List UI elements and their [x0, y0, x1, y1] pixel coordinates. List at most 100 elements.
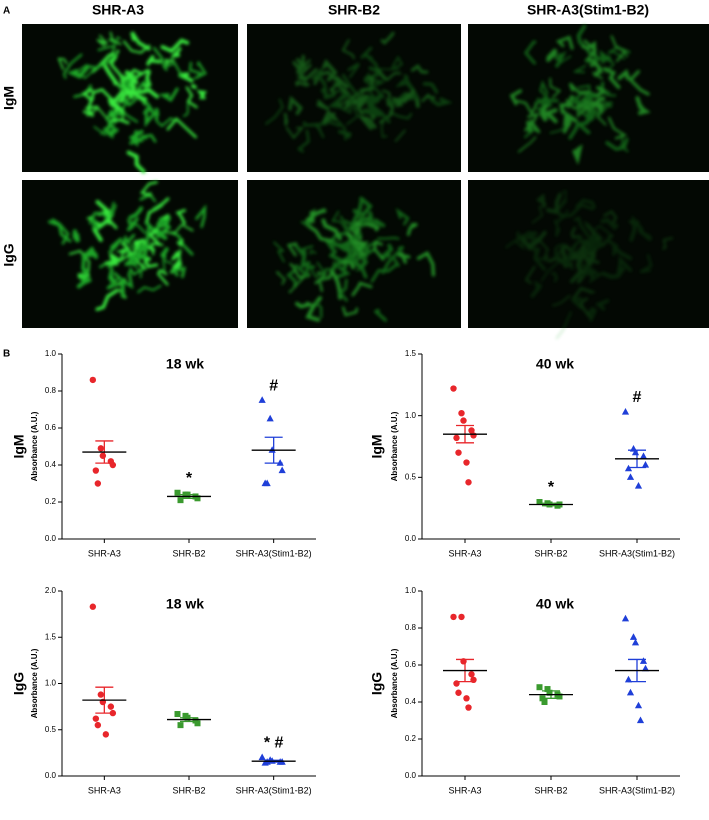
micrograph-strand: [572, 65, 587, 73]
y-axis-label: Absorbance (A.U.): [390, 648, 399, 718]
micrograph-strand: [555, 311, 572, 340]
data-point: [258, 396, 266, 403]
micrograph-strand: [395, 74, 411, 88]
y-axis-label: Absorbance (A.U.): [30, 648, 39, 718]
micrograph-strand: [303, 121, 328, 127]
micrograph-strand: [139, 258, 151, 279]
micrograph-strand: [583, 221, 611, 235]
micrograph-strand: [611, 245, 633, 261]
micrograph-strand: [576, 102, 590, 118]
micrograph: [468, 180, 709, 340]
annotation: #: [633, 389, 642, 406]
data-point: [626, 688, 635, 696]
micrograph-strand: [546, 192, 562, 215]
micrograph-strand: [107, 109, 122, 118]
micrograph-strand: [288, 95, 303, 115]
data-point: [177, 497, 184, 504]
y-tick-label: 1.0: [405, 411, 417, 420]
micrograph-strand: [629, 215, 643, 242]
data-point: [460, 417, 467, 424]
micrograph-strand: [147, 228, 161, 246]
micrograph-strand: [160, 247, 169, 260]
micrograph-strand: [329, 81, 340, 94]
micrograph-strand: [607, 45, 625, 60]
micrograph-strand: [175, 209, 186, 225]
micrograph-strand: [155, 216, 171, 230]
micrograph-strand: [144, 226, 151, 253]
micrograph-strand: [286, 242, 298, 257]
data-point: [276, 459, 284, 466]
data-point: [89, 376, 97, 384]
micrograph-strand: [176, 238, 184, 248]
micrograph-strand: [539, 79, 549, 99]
micrograph-strand: [298, 245, 314, 255]
micrograph-strand: [144, 101, 156, 128]
data-point: [89, 603, 97, 610]
micrograph-strand: [350, 253, 368, 279]
data-point: [102, 731, 110, 738]
micrograph-strand: [97, 44, 116, 56]
micrograph-strand: [102, 62, 122, 87]
micrograph-strand: [104, 253, 121, 266]
micrograph-strand: [296, 129, 310, 153]
micrograph-strand: [93, 125, 111, 137]
micrograph-strand: [338, 130, 352, 139]
micrograph-strand: [421, 93, 436, 103]
micrograph-strand: [359, 76, 374, 93]
micrograph-strand: [394, 129, 406, 142]
micrograph-strand: [523, 231, 542, 248]
micrograph-strand: [313, 122, 325, 139]
micrograph-strand: [377, 236, 400, 240]
micrograph-strand: [589, 61, 603, 77]
micrograph-strand: [410, 64, 429, 74]
data-point: [92, 715, 100, 722]
micrograph-strand: [389, 55, 404, 71]
micrograph-strand: [601, 266, 626, 280]
micrograph: [468, 24, 709, 172]
micrograph-strand: [143, 70, 152, 88]
micrograph-strand: [285, 126, 304, 140]
micrograph-strand: [107, 36, 122, 45]
micrograph-strand: [328, 92, 351, 109]
micrograph-strand: [156, 269, 169, 286]
chart-title: 40 wk: [536, 596, 574, 612]
micrograph-strand: [573, 216, 590, 238]
micrograph-strand: [164, 223, 194, 235]
micrograph-strand: [360, 90, 368, 103]
y-tick-label: 0.4: [405, 697, 417, 706]
micrograph-strand: [575, 113, 592, 127]
micrograph-strand: [130, 88, 160, 99]
micrograph-strand: [139, 181, 158, 197]
x-tick-label: SHR-B2: [534, 548, 567, 558]
micrograph-strand: [291, 60, 312, 75]
data-point: [263, 479, 271, 487]
y-tick-label: 1.0: [405, 586, 417, 595]
micrograph-strand: [105, 117, 116, 140]
micrograph-strand: [610, 35, 627, 62]
micrograph-strand: [320, 84, 336, 100]
micrograph-strand: [360, 46, 373, 60]
chart-title: 18 wk: [166, 596, 204, 612]
micrograph-strand: [295, 80, 309, 87]
micrograph-strand: [395, 207, 410, 226]
y-tick-label: 2.0: [45, 586, 57, 595]
micrograph-strand: [369, 218, 386, 228]
data-point: [463, 695, 470, 702]
micrograph-strand: [577, 84, 591, 104]
row-label: IgG: [11, 672, 27, 695]
micrograph-strand: [96, 34, 108, 47]
micrograph-strand: [139, 191, 157, 203]
micrograph-strand: [603, 209, 618, 225]
micrograph-strand: [321, 218, 342, 241]
micrograph-strand: [380, 116, 388, 138]
micrograph-strand: [146, 54, 162, 66]
micrograph-strand: [593, 102, 604, 112]
micrograph-strand: [517, 136, 537, 153]
micrograph-strand: [331, 210, 348, 231]
micrograph-strand: [311, 68, 327, 87]
micrograph-strand: [328, 231, 348, 244]
row-label: IgM: [11, 434, 27, 458]
micrograph-strand: [600, 81, 611, 95]
micrograph-strand: [171, 266, 187, 279]
micrograph-strand: [62, 53, 83, 79]
